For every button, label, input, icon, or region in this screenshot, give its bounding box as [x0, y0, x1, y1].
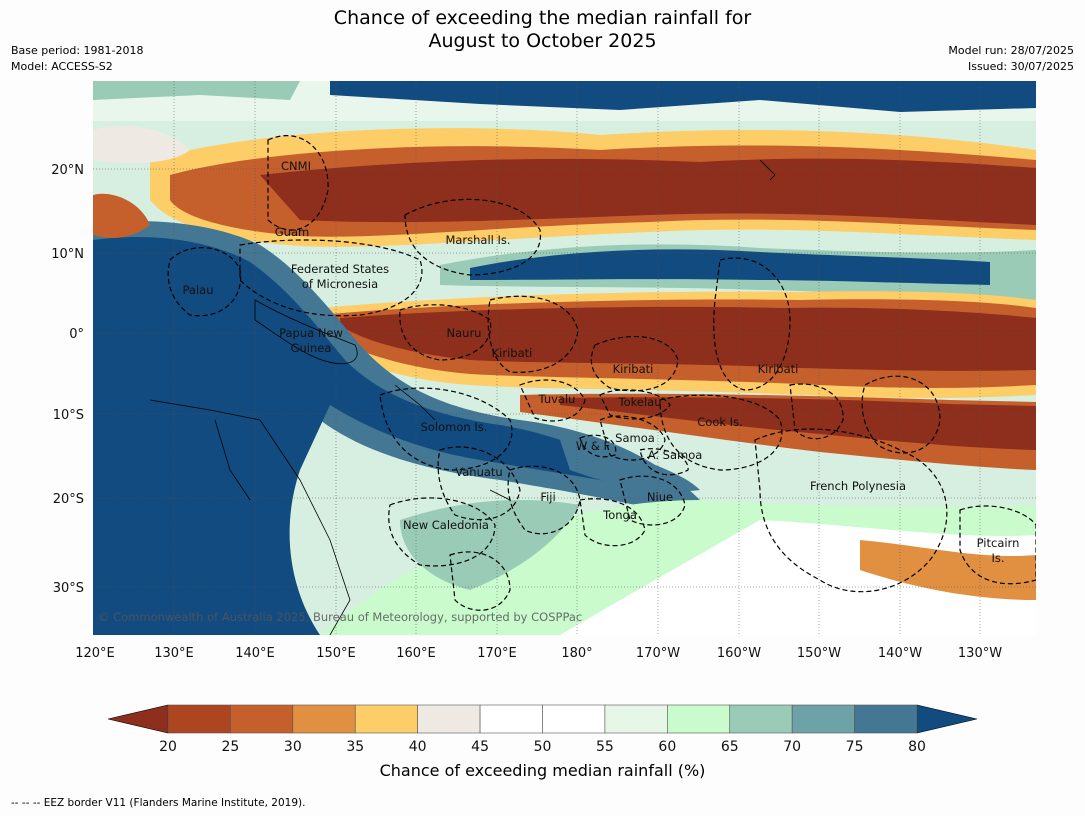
colorbar-tick-label: 50: [534, 739, 552, 755]
region-label: Federated States: [291, 262, 389, 276]
region-label: Nauru: [447, 326, 482, 340]
colorbar-tick-label: 25: [222, 739, 240, 755]
colorbar-high-extension: [916, 704, 978, 734]
colorbar-cell: [167, 704, 231, 734]
region-label: CNMI: [281, 159, 311, 173]
region-labels: CNMI Guam Marshall Is. Federated States …: [183, 159, 1020, 565]
region-label: Pitcairn: [977, 536, 1020, 550]
colorbar-cell: [292, 704, 356, 734]
map-title: Chance of exceeding the median rainfall …: [0, 7, 1085, 53]
region-label: Kiribati: [613, 362, 654, 376]
colorbar-cell: [542, 704, 606, 734]
region-label: Palau: [183, 283, 214, 297]
title-line-2: August to October 2025: [428, 30, 657, 52]
colorbar-tick-label: 20: [159, 739, 177, 755]
lon-label: 170°E: [477, 646, 517, 661]
lon-label: 140°E: [235, 646, 275, 661]
lat-label: 30°S: [53, 581, 84, 596]
latitude-labels: 20°N 10°N 0° 10°S 20°S 30°S: [51, 163, 84, 596]
colorbar-tick-label: 35: [346, 739, 364, 755]
lat-label: 10°S: [53, 408, 84, 423]
colorbar: 20 25 30 35 40 45 50 55 60 65 70 75 80: [107, 704, 978, 755]
model-run: Model run: 28/07/2025: [948, 44, 1074, 57]
lat-label: 10°N: [51, 247, 84, 262]
lon-label: 180°: [561, 646, 592, 661]
colorbar-tick-label: 40: [409, 739, 427, 755]
meta-left: Base period: 1981-2018 Model: ACCESS-S2: [11, 43, 143, 75]
region-label: Guinea: [291, 341, 332, 355]
colorbar-cell: [604, 704, 668, 734]
lat-label: 0°: [69, 327, 84, 342]
region-label: Solomon Is.: [421, 420, 488, 434]
model-name: Model: ACCESS-S2: [11, 60, 113, 73]
colorbar-label: Chance of exceeding median rainfall (%): [379, 761, 706, 780]
rainfall-field: [93, 81, 1036, 635]
lon-label: 150°W: [797, 646, 841, 661]
coastlines: [149, 159, 776, 635]
lon-label: 160°E: [396, 646, 436, 661]
issued-date: Issued: 30/07/2025: [967, 60, 1074, 73]
region-label: Is.: [991, 551, 1004, 565]
region-label: W & F: [576, 439, 610, 453]
lat-label: 20°N: [51, 163, 84, 178]
region-label: Kiribati: [758, 362, 799, 376]
copyright-notice: © Commonwealth of Australia 2025, Bureau…: [98, 610, 582, 624]
colorbar-cell: [667, 704, 731, 734]
colorbar-low-extension: [107, 704, 169, 734]
colorbar-tick-label: 60: [658, 739, 676, 755]
colorbar-tick-label: 55: [596, 739, 614, 755]
title-line-1: Chance of exceeding the median rainfall …: [333, 7, 752, 29]
colorbar-cell: [354, 704, 418, 734]
lat-label: 20°S: [53, 492, 84, 507]
longitude-labels: 120°E 130°E 140°E 150°E 160°E 170°E 180°…: [75, 646, 1002, 661]
lon-label: 130°E: [154, 646, 194, 661]
colorbar-cell: [230, 704, 294, 734]
colorbar-cell: [479, 704, 543, 734]
lon-label: 160°W: [717, 646, 761, 661]
colorbar-tick-label: 80: [908, 739, 926, 755]
colorbar-tick-label: 65: [721, 739, 739, 755]
region-label: Tuvalu: [538, 392, 576, 406]
region-label: Tonga: [602, 508, 637, 522]
lon-label: 120°E: [75, 646, 115, 661]
region-label: Tokelau: [618, 395, 662, 409]
region-label: French Polynesia: [810, 479, 906, 493]
region-label: New Caledonia: [403, 518, 489, 532]
region-label: Marshall Is.: [445, 233, 510, 247]
region-label: Cook Is.: [697, 415, 742, 429]
lon-label: 140°W: [878, 646, 922, 661]
eez-borders: [167, 135, 1036, 611]
lon-label: 130°W: [958, 646, 1002, 661]
region-label: Samoa: [615, 431, 655, 445]
colorbar-cell: [729, 704, 793, 734]
meta-right: Model run: 28/07/2025 Issued: 30/07/2025: [948, 43, 1074, 75]
base-period: Base period: 1981-2018: [11, 44, 144, 57]
colorbar-tick-label: 30: [284, 739, 302, 755]
colorbar-tick-label: 75: [846, 739, 864, 755]
colorbar-tick-label: 70: [783, 739, 801, 755]
region-label: of Micronesia: [302, 277, 378, 291]
region-label: A. Samoa: [648, 448, 703, 462]
region-label: Fiji: [540, 490, 555, 504]
colorbar-tick-label: 45: [471, 739, 489, 755]
region-label: Niue: [647, 490, 673, 504]
region-label: Vanuatu: [455, 465, 502, 479]
region-label: Guam: [275, 225, 309, 239]
lon-label: 150°E: [316, 646, 356, 661]
eez-legend-note: -- -- -- EEZ border V11 (Flanders Marine…: [11, 797, 306, 809]
colorbar-cell: [417, 704, 481, 734]
region-label: Kiribati: [492, 346, 533, 360]
colorbar-cell: [854, 704, 918, 734]
region-label: Papua New: [279, 326, 343, 340]
colorbar-cell: [791, 704, 855, 734]
lon-label: 170°W: [636, 646, 680, 661]
